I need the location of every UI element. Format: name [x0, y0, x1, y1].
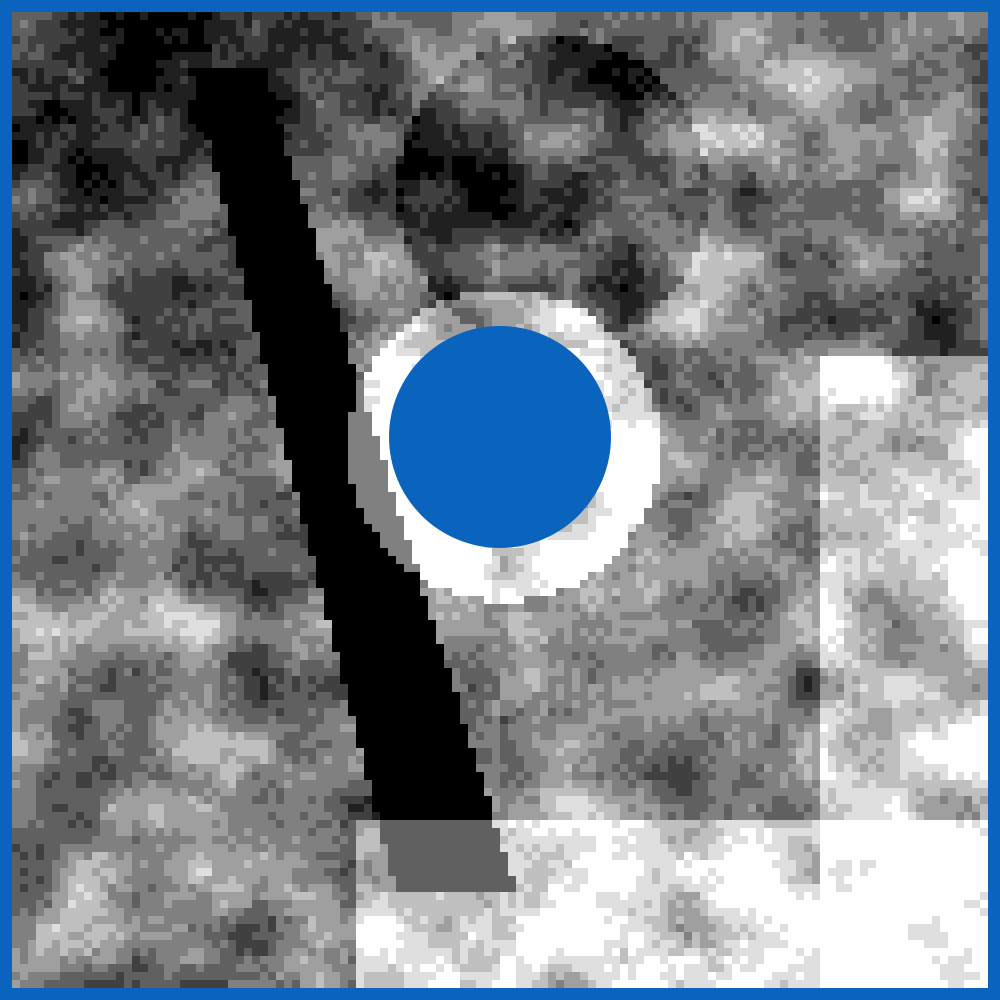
circle-marker-icon[interactable]	[389, 326, 611, 548]
